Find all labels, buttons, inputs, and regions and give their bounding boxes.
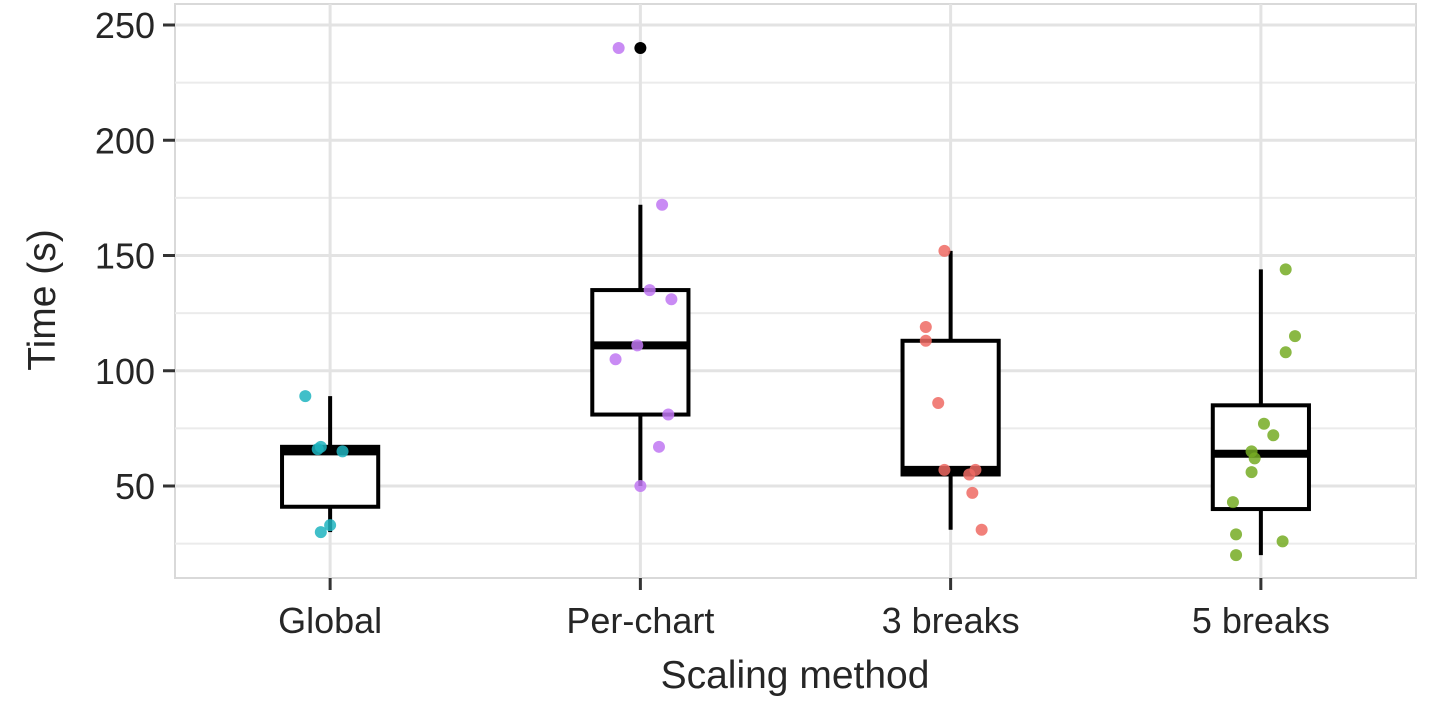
y-tick-label: 250 <box>95 5 155 46</box>
data-point <box>665 293 678 306</box>
x-tick-label: 5 breaks <box>1192 600 1330 641</box>
data-point <box>938 463 951 476</box>
minor-gridlines <box>175 81 1416 545</box>
data-point <box>314 526 327 539</box>
box-3-breaks <box>900 250 1001 530</box>
data-point <box>299 390 312 403</box>
data-point <box>1279 346 1292 359</box>
y-tick-label: 50 <box>115 466 155 507</box>
box-iqr <box>280 444 381 509</box>
y-tick-label: 200 <box>95 120 155 161</box>
boxes <box>280 42 1311 556</box>
data-point <box>652 440 665 453</box>
data-point <box>336 445 349 458</box>
major-gridlines <box>175 4 1416 578</box>
data-point <box>324 519 337 532</box>
data-point <box>938 244 951 257</box>
x-axis-title: Scaling method <box>661 654 930 697</box>
data-point <box>631 339 644 352</box>
outlier-point <box>634 42 647 55</box>
y-tick-label: 100 <box>95 351 155 392</box>
data-point <box>966 486 979 499</box>
x-axis: Global Per-chart 3 breaks 5 breaks <box>278 578 1330 641</box>
data-point <box>1245 466 1258 479</box>
data-point <box>656 198 669 211</box>
data-point <box>609 353 622 366</box>
data-point <box>1289 330 1302 343</box>
data-point <box>963 468 976 481</box>
data-point <box>612 42 625 55</box>
data-point <box>1267 429 1280 442</box>
y-axis: 50 100 150 200 250 <box>95 5 175 507</box>
data-point <box>311 443 324 456</box>
data-point <box>1279 263 1292 276</box>
box-per-chart <box>590 42 691 486</box>
box-iqr <box>900 338 1001 477</box>
jitter-points <box>299 42 1302 562</box>
data-point <box>1230 528 1243 541</box>
data-point <box>662 408 675 421</box>
data-point <box>1276 535 1289 548</box>
data-point <box>1226 496 1239 509</box>
data-point <box>975 523 988 536</box>
y-axis-title: Time (s) <box>21 229 64 371</box>
data-point <box>1248 452 1261 465</box>
x-tick-label: Global <box>278 600 382 641</box>
x-tick-label: Per-chart <box>566 600 714 641</box>
data-point <box>919 320 932 333</box>
data-point <box>643 284 656 297</box>
data-point <box>932 397 945 410</box>
x-tick-label: 3 breaks <box>882 600 1020 641</box>
panel-background <box>174 3 1417 579</box>
data-point <box>634 480 647 492</box>
data-point <box>1230 549 1243 562</box>
data-point <box>1257 417 1270 430</box>
box-iqr <box>590 288 691 417</box>
y-tick-label: 150 <box>95 236 155 277</box>
data-point <box>919 334 932 347</box>
